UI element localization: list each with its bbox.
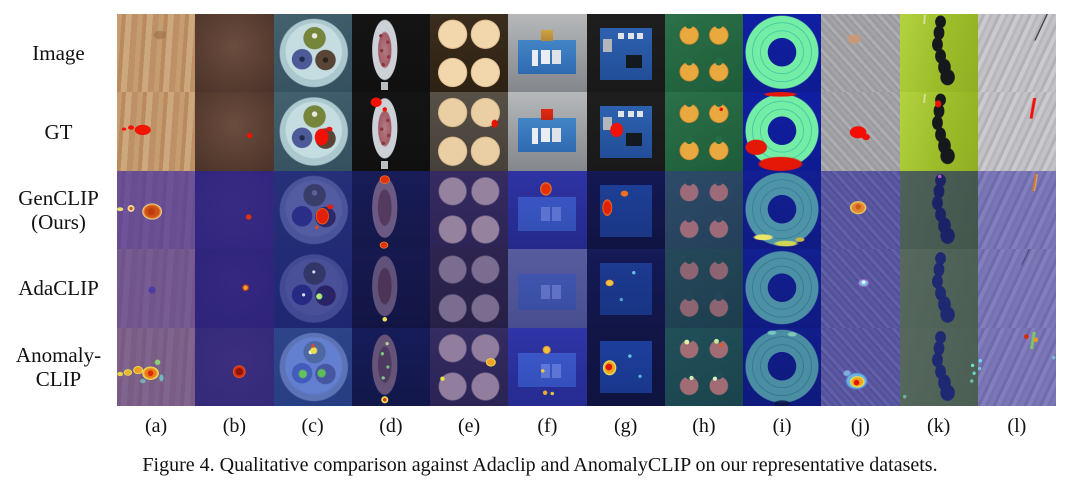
cell-image-a [117, 14, 196, 93]
cell-genclip-a [117, 170, 196, 250]
row-label-genclip: GenCLIP (Ours) [18, 185, 99, 234]
cell-gt-d [351, 92, 430, 171]
cell-adaclip-k [899, 249, 978, 328]
col-label-a: (a) [145, 415, 168, 437]
cell-gt-f [508, 92, 587, 171]
cell-image-l [977, 14, 1056, 93]
cell-image-f [508, 14, 587, 93]
cell-anomalyclip-f [508, 327, 587, 406]
cell-adaclip-f [508, 249, 587, 328]
col-label-g: (g) [613, 415, 638, 437]
cell-anomalyclip-l [977, 327, 1056, 406]
col-label-l: (l) [1007, 415, 1027, 437]
col-label-c: (c) [301, 415, 324, 437]
col-label-b: (b) [222, 415, 247, 437]
cell-adaclip-d [351, 249, 430, 328]
cell-adaclip-j [821, 249, 900, 328]
cell-anomalyclip-d [351, 327, 430, 406]
cell-gt-c [273, 92, 352, 171]
cell-genclip-e [430, 170, 509, 250]
cell-gt-a [117, 92, 196, 171]
cell-anomalyclip-e [430, 327, 509, 406]
col-label-f: (f) [537, 415, 558, 437]
cell-gt-g [586, 92, 665, 171]
col-label-i: (i) [772, 415, 792, 437]
cell-adaclip-c [273, 249, 352, 328]
cell-genclip-k [899, 170, 978, 250]
column-label-row: (a) (b) (c) (d) (e) (f) (g) (h) (i) (j) (k) (l) [117, 413, 1056, 439]
col-label-d: (d) [379, 415, 403, 437]
cell-image-e [430, 14, 509, 93]
cell-image-c [273, 14, 352, 93]
cell-genclip-i [743, 170, 822, 250]
col-label-h: (h) [692, 415, 716, 437]
figure-grid [117, 14, 1056, 406]
cell-adaclip-e [430, 249, 509, 328]
cell-gt-l [977, 92, 1056, 171]
cell-genclip-l [977, 170, 1056, 250]
cell-genclip-b [195, 170, 274, 250]
cell-image-g [586, 14, 665, 93]
col-label-k: (k) [926, 415, 951, 437]
row-label-image: Image [32, 41, 85, 66]
row-label-adaclip: AdaCLIP [18, 276, 99, 301]
cell-gt-e [430, 92, 509, 171]
cell-genclip-f [508, 170, 587, 250]
row-label-column: Image GT GenCLIP (Ours) AdaCLIP Anomaly- CLI… [0, 14, 117, 406]
figure-caption: Figure 4. Qualitative comparison against… [142, 454, 938, 476]
cell-anomalyclip-h [664, 327, 743, 406]
cell-adaclip-a [117, 249, 196, 328]
cell-adaclip-b [195, 249, 274, 328]
cell-genclip-d [351, 170, 430, 250]
cell-adaclip-i [743, 249, 822, 328]
cell-anomalyclip-g [586, 327, 665, 406]
cell-anomalyclip-k [899, 327, 978, 406]
cell-image-d [351, 14, 430, 93]
cell-image-k [899, 14, 978, 93]
cell-anomalyclip-c [273, 327, 352, 406]
cell-genclip-g [586, 170, 665, 250]
cell-genclip-h [664, 170, 743, 250]
row-label-anomalyclip: Anomaly- CLIP [15, 342, 102, 391]
col-label-e: (e) [458, 415, 481, 437]
cell-adaclip-l [977, 249, 1056, 328]
cell-anomalyclip-j [821, 327, 900, 406]
cell-adaclip-h [664, 249, 743, 328]
cell-gt-i [743, 92, 822, 171]
cell-image-h [664, 14, 743, 93]
cell-gt-h [664, 92, 743, 171]
cell-gt-k [899, 92, 978, 171]
row-label-gt: GT [44, 119, 73, 144]
cell-gt-j [821, 92, 900, 171]
col-label-j: (j) [850, 415, 870, 437]
cell-anomalyclip-i [743, 327, 822, 406]
cell-genclip-j [821, 170, 900, 250]
cell-image-j [821, 14, 900, 93]
cell-genclip-c [273, 170, 352, 250]
cell-anomalyclip-b [195, 327, 274, 406]
cell-anomalyclip-a [117, 327, 196, 406]
cell-gt-b [195, 92, 274, 171]
cell-image-i [743, 14, 822, 93]
cell-adaclip-g [586, 249, 665, 328]
cell-image-b [195, 14, 274, 93]
